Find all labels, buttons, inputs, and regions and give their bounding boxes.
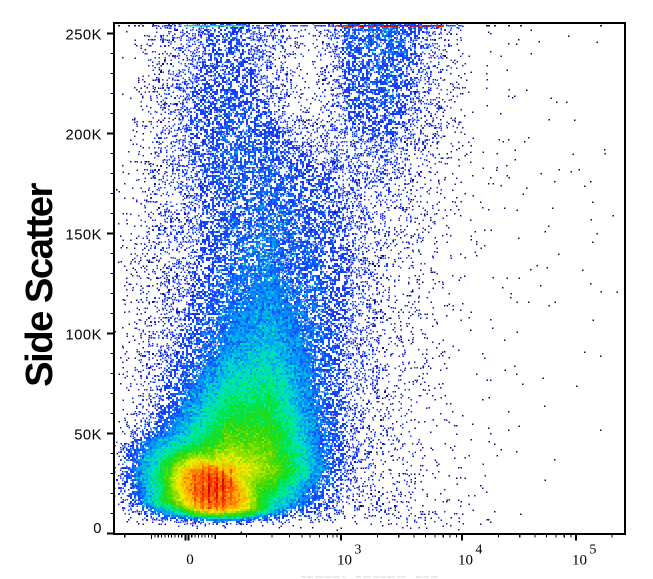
svg-text:4: 4 [475, 542, 482, 557]
svg-text:10: 10 [572, 552, 587, 568]
svg-text:5: 5 [589, 542, 596, 557]
svg-text:3: 3 [354, 542, 361, 557]
svg-text:0: 0 [186, 552, 194, 568]
svg-text:0: 0 [93, 521, 102, 537]
svg-text:100K: 100K [65, 328, 102, 344]
svg-text:250K: 250K [65, 28, 102, 44]
svg-text:Side Scatter: Side Scatter [18, 182, 61, 386]
svg-text:10: 10 [337, 552, 352, 568]
svg-text:200K: 200K [65, 128, 102, 144]
svg-text:10: 10 [458, 552, 473, 568]
svg-text:150K: 150K [65, 228, 102, 244]
svg-text:50K: 50K [74, 428, 102, 444]
